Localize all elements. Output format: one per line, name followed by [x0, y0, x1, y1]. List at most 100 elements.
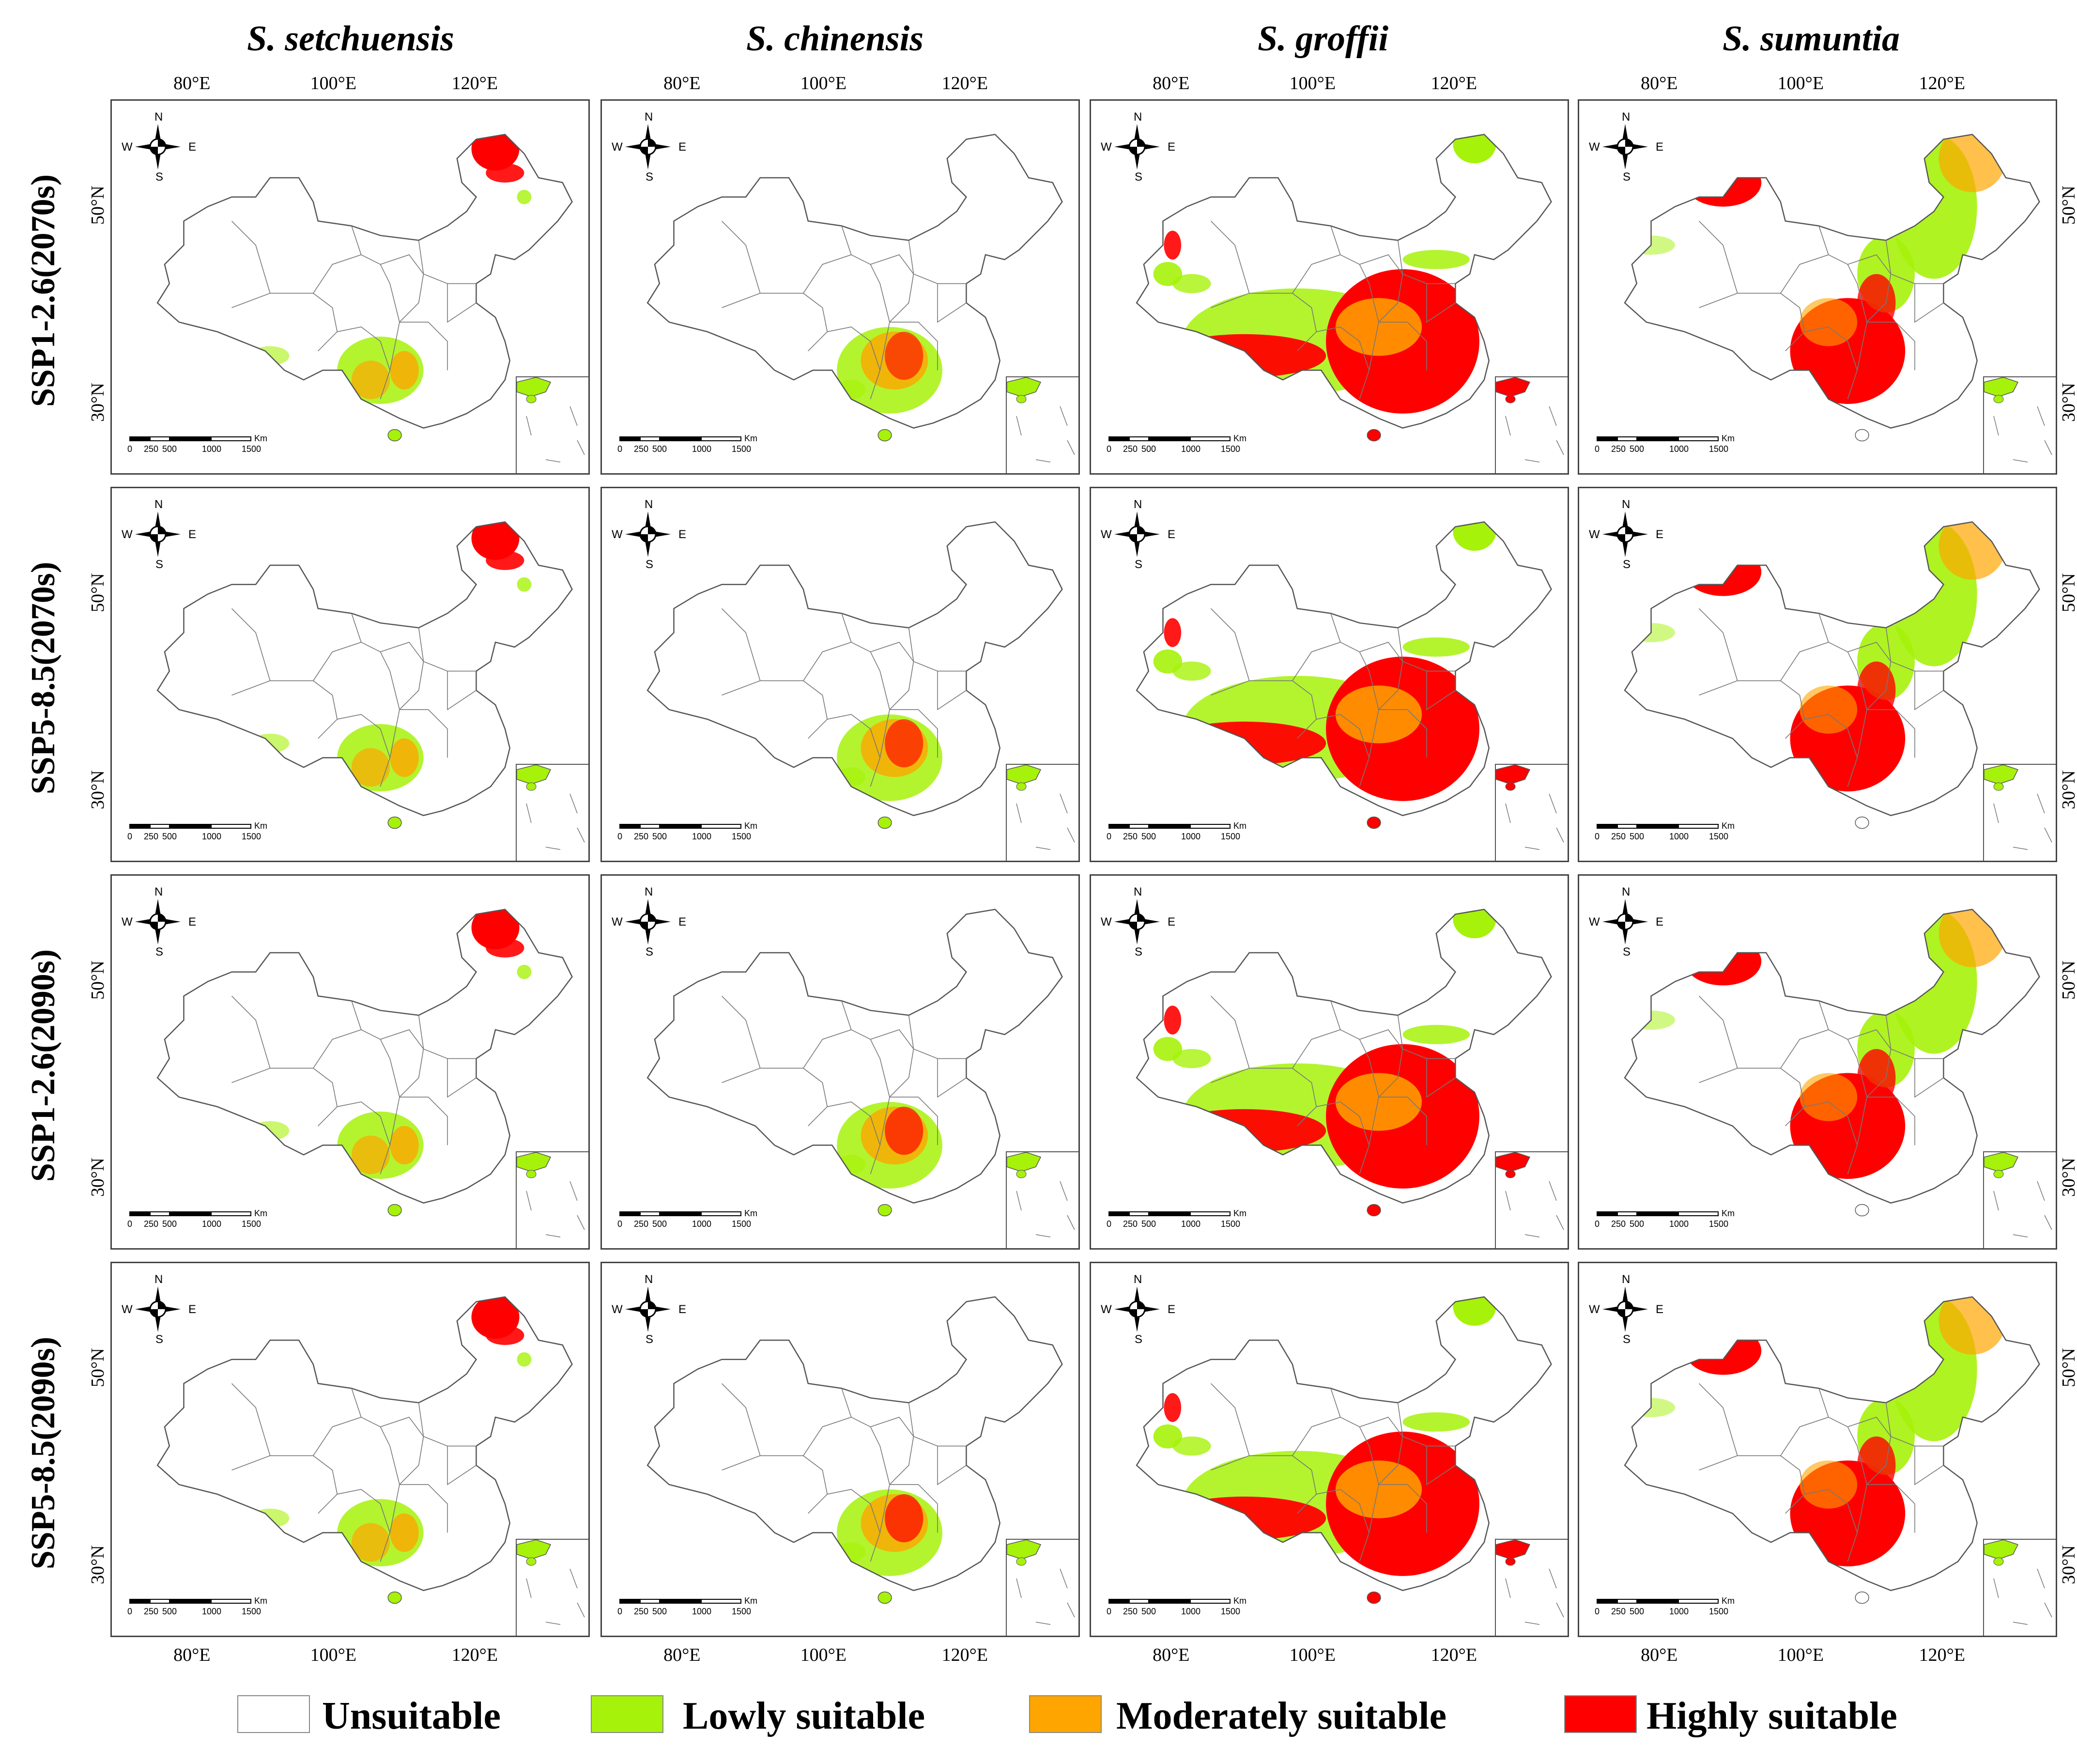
compass-e: E: [1656, 528, 1664, 541]
scale-label: 1500: [1709, 832, 1729, 841]
scale-label: 500: [1630, 1219, 1645, 1229]
scale-label: 1000: [692, 832, 712, 841]
compass-w: W: [1101, 915, 1112, 928]
scale-label: 0: [127, 1219, 133, 1229]
legend-label-highly: Highly suitable: [1646, 1695, 1897, 1737]
scale-bar: Km 0 250 500 1000 1500: [123, 1208, 297, 1231]
china-suitability-map: [156, 1296, 573, 1604]
scale-label: 1000: [1181, 1607, 1201, 1616]
scale-label: 0: [127, 832, 133, 841]
compass-n: N: [1134, 885, 1142, 898]
longitude-tick-top: 100°E: [800, 73, 847, 93]
longitude-tick-top: 100°E: [310, 73, 357, 93]
scale-label: 1500: [242, 444, 262, 454]
scale-bar: Km 0 250 500 1000 1500: [613, 821, 787, 843]
scale-unit: Km: [1233, 1596, 1246, 1606]
scale-label: 1500: [242, 832, 262, 841]
scale-label: 0: [617, 1607, 623, 1616]
latitude-tick-right: 30°N: [2059, 1545, 2077, 1585]
south-china-sea-inset: [1983, 764, 2056, 861]
compass-e: E: [1168, 915, 1176, 928]
compass-s: S: [1135, 1333, 1143, 1346]
longitude-tick-top: 80°E: [663, 73, 701, 93]
compass-icon: N S W E: [1101, 1273, 1175, 1346]
china-suitability-map: [1136, 521, 1552, 829]
legend-swatch-unsuitable: [237, 1695, 310, 1733]
scale-label: 250: [144, 1219, 159, 1229]
map-panel: N S W E Km 0 250 500 1000 1500: [110, 874, 590, 1250]
scale-label: 500: [1630, 832, 1645, 841]
compass-s: S: [1135, 945, 1143, 959]
china-suitability-map: [156, 909, 573, 1217]
map-panel: N S W E Km 0 250 500 1000 1500: [1090, 1262, 1569, 1637]
scale-label: 0: [617, 832, 623, 841]
map-panel: N S W E Km 0 250 500 1000 1500: [600, 1262, 1080, 1637]
south-china-sea-inset: [516, 1151, 588, 1248]
longitude-tick-top: 120°E: [941, 73, 988, 93]
scale-label: 500: [1141, 1607, 1156, 1616]
scale-unit: Km: [1233, 1208, 1246, 1218]
compass-s: S: [1623, 1333, 1631, 1346]
south-china-sea-inset: [1495, 376, 1568, 473]
scale-unit: Km: [1722, 433, 1735, 443]
column-title-3: S. groffii: [1257, 19, 1389, 59]
compass-n: N: [154, 1273, 163, 1286]
longitude-tick-bottom: 80°E: [1641, 1645, 1678, 1665]
legend-label-moderately: Moderately suitable: [1116, 1695, 1447, 1737]
south-china-sea-inset: [1006, 764, 1078, 861]
scale-label: 1000: [692, 444, 712, 454]
compass-w: W: [1101, 1303, 1112, 1316]
scale-unit: Km: [744, 1208, 757, 1218]
scale-unit: Km: [1722, 1208, 1735, 1218]
scale-label: 1000: [202, 1607, 222, 1616]
scale-label: 0: [1595, 1607, 1600, 1616]
scale-label: 500: [652, 832, 667, 841]
legend-label-lowly: Lowly suitable: [683, 1695, 925, 1737]
scale-label: 250: [1611, 1607, 1626, 1616]
scale-label: 500: [1630, 1607, 1645, 1616]
scale-label: 250: [144, 832, 159, 841]
scale-label: 0: [1595, 444, 1600, 454]
scale-bar: Km 0 250 500 1000 1500: [1102, 1596, 1276, 1618]
compass-icon: N S W E: [1101, 110, 1175, 184]
compass-e: E: [678, 528, 687, 541]
south-china-sea-inset: [1006, 1539, 1078, 1636]
compass-w: W: [612, 1303, 623, 1316]
compass-e: E: [1656, 915, 1664, 928]
compass-w: W: [612, 528, 623, 541]
south-china-sea-inset: [516, 376, 588, 473]
compass-w: W: [122, 915, 133, 928]
scale-label: 500: [1141, 832, 1156, 841]
row-label-3: SSP1-2.6(2090s): [25, 949, 62, 1182]
compass-e: E: [188, 140, 197, 154]
compass-n: N: [154, 110, 163, 124]
longitude-tick-top: 120°E: [1431, 73, 1477, 93]
compass-icon: N S W E: [612, 110, 686, 184]
scale-label: 1500: [732, 444, 752, 454]
compass-n: N: [154, 885, 163, 898]
china-suitability-map: [1624, 1296, 2040, 1604]
compass-n: N: [1134, 498, 1142, 511]
scale-label: 250: [1611, 444, 1626, 454]
longitude-tick-bottom: 120°E: [1431, 1645, 1477, 1665]
scale-label: 500: [162, 832, 177, 841]
compass-s: S: [646, 170, 654, 184]
scale-label: 250: [634, 832, 649, 841]
scale-label: 500: [1630, 444, 1645, 454]
legend: Unsuitable Lowly suitable Moderately sui…: [0, 1690, 2077, 1744]
latitude-tick-left: 30°N: [88, 383, 108, 422]
compass-n: N: [645, 498, 653, 511]
compass-icon: N S W E: [1589, 498, 1664, 571]
compass-w: W: [122, 140, 133, 154]
compass-w: W: [1101, 528, 1112, 541]
compass-s: S: [155, 1333, 164, 1346]
scale-label: 1000: [202, 444, 222, 454]
china-suitability-map: [1624, 521, 2040, 829]
scale-unit: Km: [744, 433, 757, 443]
row-label-4: SSP5-8.5(2090s): [25, 1336, 62, 1570]
longitude-tick-top: 100°E: [1289, 73, 1336, 93]
latitude-tick-left: 30°N: [88, 1545, 108, 1585]
map-panel: N S W E Km 0 250 500 1000 1500: [1578, 874, 2057, 1250]
china-suitability-map: [1136, 134, 1552, 442]
compass-n: N: [1622, 110, 1631, 124]
